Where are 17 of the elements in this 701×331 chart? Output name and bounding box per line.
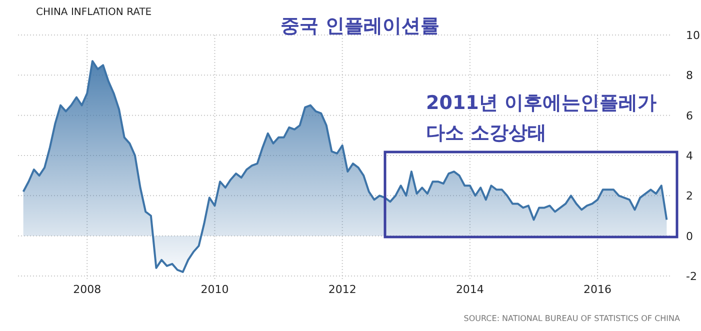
x-tick-label: 2012 — [328, 283, 356, 296]
y-tick-label: 10 — [686, 29, 700, 42]
chart-subtitle: 중국 인플레이션률 — [280, 15, 440, 37]
y-tick-label: 4 — [686, 150, 693, 162]
chart-title: CHINA INFLATION RATE — [36, 7, 152, 18]
y-tick-label: 0 — [686, 230, 693, 243]
y-tick-label: 2 — [686, 190, 693, 203]
x-tick-label: 2010 — [200, 283, 229, 296]
x-tick-label: 2016 — [584, 283, 612, 296]
x-tick-label: 2014 — [456, 283, 484, 296]
x-tick-label: 2008 — [73, 283, 102, 296]
annotation: 2011년 이후에는인플레가 — [426, 92, 656, 114]
annotation: 다소 소강상태 — [426, 122, 547, 144]
source-note: SOURCE: NATIONAL BUREAU OF STATISTICS OF CHINA — [464, 314, 681, 323]
y-tick-label: 6 — [686, 109, 693, 122]
y-tick-label: -2 — [686, 270, 697, 283]
y-tick-label: 8 — [686, 69, 693, 82]
